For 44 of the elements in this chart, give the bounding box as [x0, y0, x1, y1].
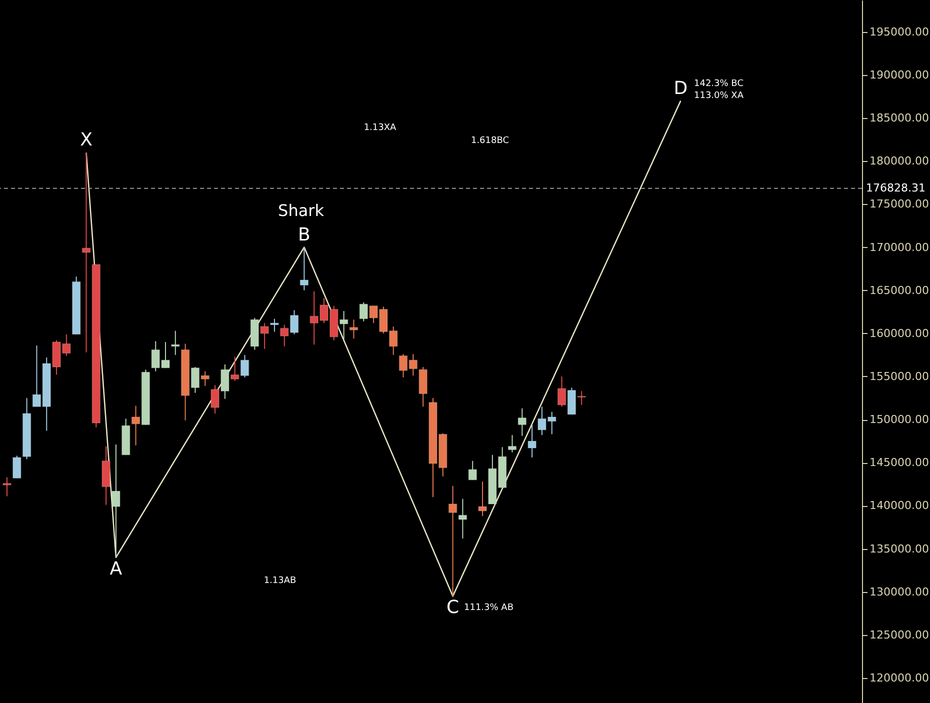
y-tick-label: 140000.00 [870, 499, 929, 512]
y-tick-label: 145000.00 [870, 456, 929, 470]
y-tick-label: 195000.00 [870, 25, 929, 38]
y-tick-label: 135000.00 [870, 542, 929, 556]
annotation: 1.13AB [264, 576, 296, 586]
candlestick [82, 152, 91, 353]
y-tick-label: 165000.00 [870, 284, 929, 297]
candlestick [518, 408, 527, 436]
data-label: B [298, 224, 310, 246]
candlestick [349, 319, 358, 340]
candlestick [458, 498, 468, 539]
annotation: Shark [278, 201, 325, 220]
candlestick [270, 318, 279, 332]
annotation: 1.13XA [364, 123, 398, 133]
y-tick-label: 170000.00 [870, 240, 929, 254]
y-tick-label: 185000.00 [870, 112, 929, 125]
y-tick-label: 130000.00 [870, 585, 929, 598]
candlestick [448, 485, 458, 597]
candlestick [2, 476, 12, 497]
candlestick [111, 444, 120, 558]
y-tick-label: 175000.00 [870, 198, 929, 211]
candlestick [528, 423, 537, 458]
y-tick-label: 120000.00 [870, 672, 929, 685]
y-tick-label: 190000.00 [870, 68, 929, 82]
data-label: C [446, 597, 460, 618]
candlestick [468, 460, 478, 480]
ref-line-label: 176828.31 [866, 181, 926, 194]
y-tick-label: 180000.00 [870, 154, 929, 168]
data-label: X [80, 129, 92, 150]
candlestick [300, 246, 309, 291]
candlestick [478, 481, 488, 517]
annotation: 142.3% BC [694, 79, 744, 89]
annotation: 1.618BC [470, 136, 510, 146]
y-tick-label: 160000.00 [870, 326, 929, 340]
y-tick-label: 155000.00 [870, 370, 929, 383]
candlestick [12, 455, 22, 479]
annotation: 111.3% AB [464, 603, 514, 613]
y-tick-label: 150000.00 [870, 413, 929, 426]
y-tick-label: 125000.00 [870, 628, 929, 642]
candlestick [170, 330, 180, 356]
data-label: D [674, 78, 688, 99]
data-label: A [110, 558, 123, 580]
candlestick [508, 434, 517, 453]
annotation: 113.0% XA [694, 91, 744, 101]
